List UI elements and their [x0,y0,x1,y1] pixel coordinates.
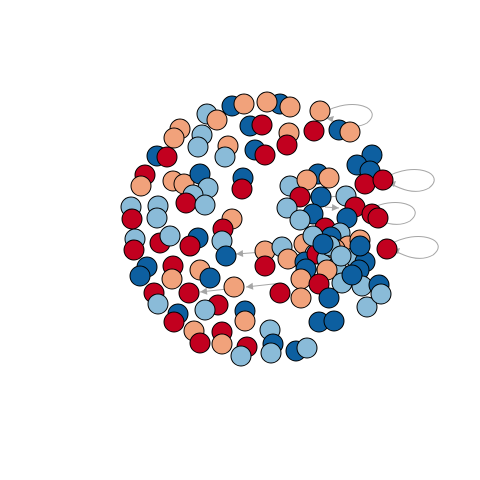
graph-node [254,144,276,166]
graph-node [163,127,185,149]
graph-node [189,332,211,354]
graph-node [310,186,332,208]
graph-node [206,109,228,131]
graph-node [341,264,363,286]
graph-node [339,121,361,143]
graph-node [231,178,253,200]
graph-node [318,167,340,189]
graph-node [211,333,233,355]
graph-node [147,293,169,315]
self-loop-3 [388,236,439,259]
node-layer [120,91,398,367]
graph-node [175,192,197,214]
graph-node [290,287,312,309]
graph-node [279,96,301,118]
graph-node [276,134,298,156]
graph-node [309,100,331,122]
graph-node [372,169,394,191]
graph-node [312,233,334,255]
graph-node [214,146,236,168]
edge-arrow-2 [246,282,254,290]
graph-node [223,276,245,298]
graph-node [296,337,318,359]
graph-node [187,136,209,158]
graph-node [254,255,276,277]
graph-node [234,310,256,332]
graph-node [159,225,181,247]
graph-node [318,287,340,309]
graph-node [370,283,392,305]
graph-node [376,238,398,260]
graph-node [146,207,168,229]
graph-node [199,267,221,289]
graph-node [303,120,325,142]
graph-node [230,345,252,367]
graph-node [233,93,255,115]
graph-node [194,299,216,321]
graph-node [163,311,185,333]
graph-node [354,173,376,195]
graph-node [356,296,378,318]
graph-node [178,282,200,304]
graph-node [179,235,201,257]
graph-node [276,197,298,219]
graph-node [129,265,151,287]
graph-node [256,91,278,113]
self-loop-1 [384,169,435,192]
graph-node [289,209,311,231]
graph-node [330,245,352,267]
graph-node [194,194,216,216]
graph-node [251,114,273,136]
graph-node [123,239,145,261]
graph-node [323,310,345,332]
graph-node [367,207,389,229]
graph-node [121,208,143,230]
graph-node [156,146,178,168]
edge-arrow-3 [331,204,339,211]
edge-arrow-1 [200,287,208,295]
graph-node [130,175,152,197]
graph-node [215,245,237,267]
graph-node [260,342,282,364]
graph-node [161,268,183,290]
edge-arrow-0 [236,250,244,257]
graph-node [349,235,371,257]
graph-node [290,268,312,290]
graph-node [269,282,291,304]
